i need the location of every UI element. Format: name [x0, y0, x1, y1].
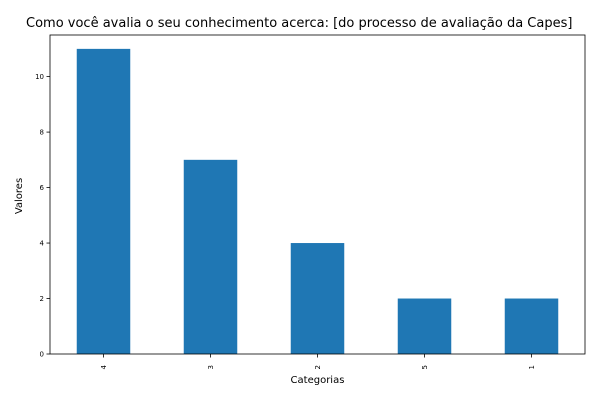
x-axis-ticks: 4 3 2 5 1 [100, 354, 536, 369]
y-tick-label: 10 [35, 73, 44, 81]
x-tick-label: 5 [421, 365, 429, 369]
y-tick-label: 2 [40, 295, 44, 303]
y-tick-label: 0 [40, 351, 44, 359]
chart-title: Como você avalia o seu conhecimento acer… [26, 16, 572, 31]
plot-frame [49, 34, 586, 355]
x-tick-label: 2 [314, 365, 322, 369]
bars-group [76, 48, 559, 354]
bar-4 [76, 48, 131, 354]
x-axis-label: Categorias [291, 375, 345, 386]
y-axis-label: Valores [14, 178, 25, 214]
bar-2 [290, 243, 345, 354]
x-tick-label: 3 [207, 365, 215, 369]
plot-area: 0 2 4 6 8 10 4 3 2 5 1 [35, 34, 586, 369]
y-tick-label: 8 [40, 129, 44, 137]
x-tick-label: 1 [528, 365, 536, 369]
bar-5 [397, 298, 452, 354]
y-axis-ticks: 0 2 4 6 8 10 [35, 73, 50, 359]
y-tick-label: 4 [40, 240, 45, 248]
bar-3 [183, 159, 238, 354]
bar-1 [504, 298, 559, 354]
x-tick-label: 4 [100, 364, 108, 369]
y-tick-label: 6 [40, 184, 45, 192]
